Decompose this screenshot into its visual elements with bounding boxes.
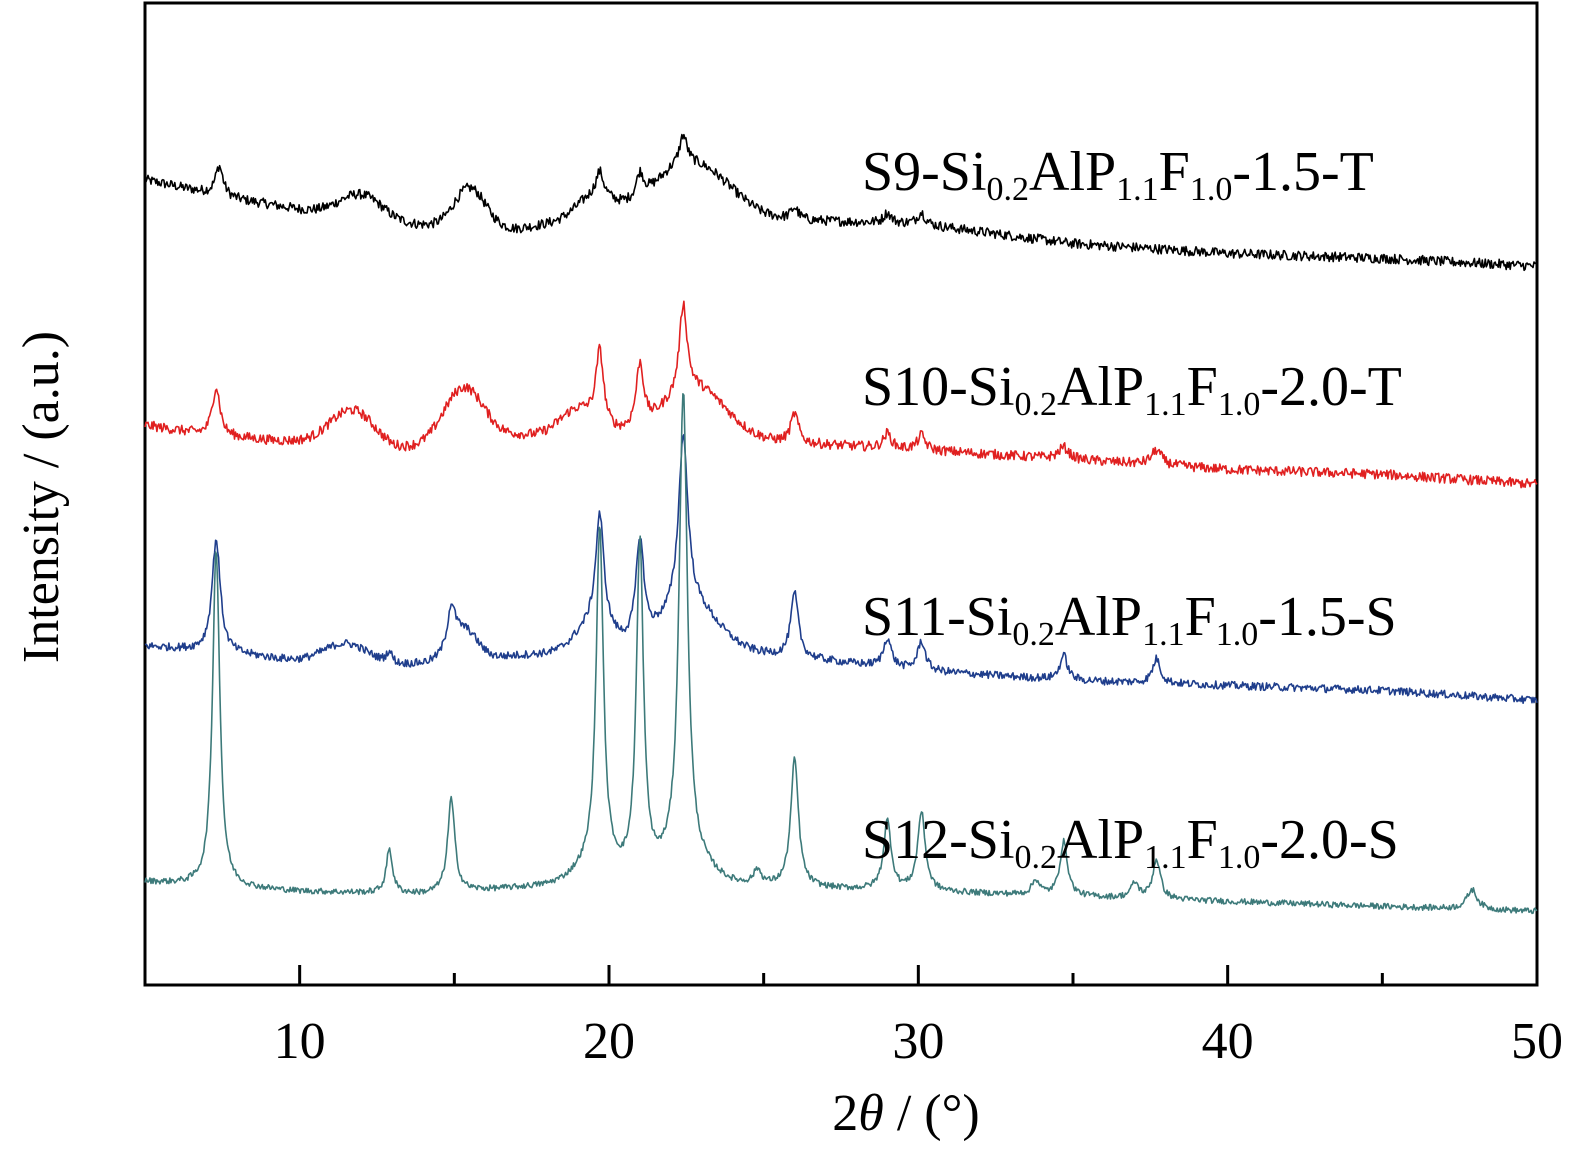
x-tick-label: 30 [892, 1013, 944, 1070]
x-tick-label: 40 [1202, 1013, 1254, 1070]
series-traces [144, 133, 1538, 915]
series-line-s10 [144, 300, 1538, 489]
series-label-s10: S10-Si0.2AlP1.1F1.0-2.0-T [862, 356, 1402, 423]
x-tick-label: 20 [583, 1013, 635, 1070]
x-axis-title: 2θ / (°) [832, 1085, 979, 1142]
series-line-s12 [144, 393, 1538, 915]
x-axis-ticks: 10 20 30 40 50 [143, 965, 1563, 1070]
y-axis-title: Intensity / (a.u.) [13, 331, 70, 663]
series-label-s11: S11-Si0.2AlP1.1F1.0-1.5-S [862, 586, 1397, 653]
plot-frame [143, 1, 1539, 987]
x-tick-label: 10 [274, 1013, 326, 1070]
series-label-s12: S12-Si0.2AlP1.1F1.0-2.0-S [862, 809, 1399, 876]
series-label-s9: S9-Si0.2AlP1.1F1.0-1.5-T [862, 141, 1374, 208]
x-tick-label: 50 [1511, 1013, 1563, 1070]
series-line-s9 [144, 133, 1537, 272]
series-line-s11 [144, 433, 1538, 704]
